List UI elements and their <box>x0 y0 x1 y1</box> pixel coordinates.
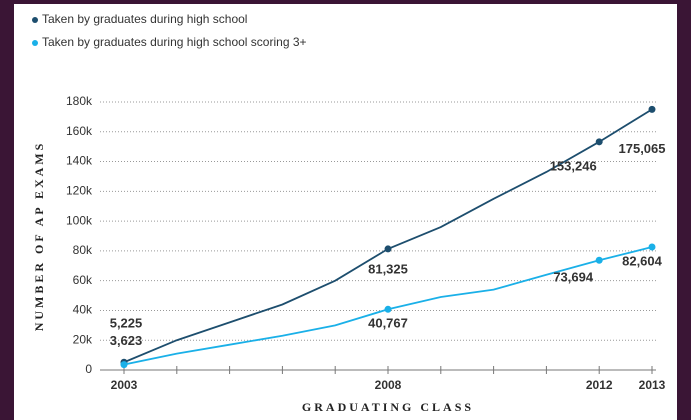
value-label: 82,604 <box>622 253 663 268</box>
y-tick-label: 120k <box>66 184 93 198</box>
value-label: 153,246 <box>550 158 597 173</box>
x-tick-label: 2008 <box>375 378 402 392</box>
y-tick-label: 40k <box>73 303 93 317</box>
x-tick-label: 2012 <box>586 378 613 392</box>
point <box>595 138 603 146</box>
point <box>648 105 656 113</box>
point <box>595 256 603 264</box>
point <box>384 245 392 253</box>
point <box>384 305 392 313</box>
panel <box>14 4 677 420</box>
value-label: 81,325 <box>368 261 408 276</box>
value-label: 40,767 <box>368 316 408 331</box>
x-tick-label: 2013 <box>639 378 666 392</box>
y-tick-label: 20k <box>73 332 93 346</box>
y-tick-label: 60k <box>73 273 93 287</box>
x-tick-label: 2003 <box>111 378 138 392</box>
point <box>648 243 656 251</box>
y-tick-label: 0 <box>85 362 92 376</box>
legend-marker <box>32 40 38 46</box>
y-tick-label: 100k <box>66 213 93 227</box>
y-axis-title: NUMBER OF AP EXAMS <box>32 141 46 332</box>
legend-label: Taken by graduates during high school sc… <box>42 35 307 49</box>
value-label: 3,623 <box>110 333 143 348</box>
y-tick-label: 140k <box>66 154 93 168</box>
value-label: 5,225 <box>110 316 143 331</box>
x-axis-title: GRADUATING CLASS <box>302 400 474 414</box>
y-tick-label: 180k <box>66 94 93 108</box>
value-label: 175,065 <box>619 141 666 156</box>
value-label: 73,694 <box>553 270 594 285</box>
y-tick-label: 160k <box>66 124 93 138</box>
y-tick-label: 80k <box>73 243 93 257</box>
legend-marker <box>32 17 38 23</box>
point <box>120 361 128 369</box>
legend-label: Taken by graduates during high school <box>42 12 247 26</box>
